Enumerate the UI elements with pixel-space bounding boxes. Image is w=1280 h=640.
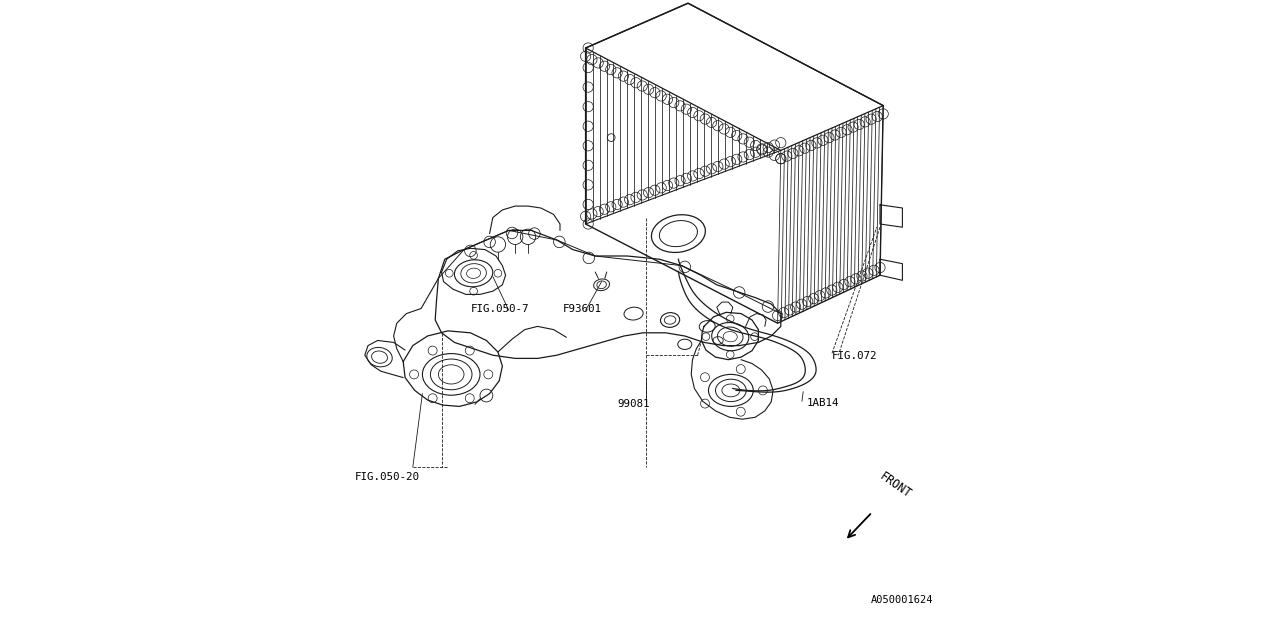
Text: 99081: 99081	[618, 399, 650, 410]
Text: F93601: F93601	[563, 304, 602, 314]
Text: A050001624: A050001624	[870, 595, 933, 605]
Text: FRONT: FRONT	[877, 469, 914, 500]
Text: FIG.050-7: FIG.050-7	[471, 304, 529, 314]
Text: FIG.050-20: FIG.050-20	[356, 472, 420, 482]
Text: FIG.072: FIG.072	[832, 351, 878, 362]
Text: 1AB14: 1AB14	[806, 398, 838, 408]
